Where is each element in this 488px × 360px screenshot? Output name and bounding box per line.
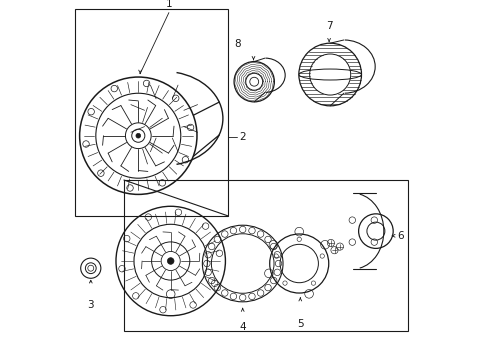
Text: 7: 7 <box>325 21 332 31</box>
Text: 4: 4 <box>239 322 245 332</box>
Circle shape <box>167 258 174 264</box>
Circle shape <box>161 251 180 271</box>
Text: 5: 5 <box>296 319 303 329</box>
Text: 1: 1 <box>165 0 172 9</box>
Bar <box>123 180 407 331</box>
Bar <box>75 9 228 216</box>
Text: 8: 8 <box>234 39 240 49</box>
Text: 6: 6 <box>397 231 403 241</box>
Text: 3: 3 <box>87 300 94 310</box>
Text: 2: 2 <box>239 132 245 142</box>
Circle shape <box>131 129 144 142</box>
Circle shape <box>136 133 141 138</box>
